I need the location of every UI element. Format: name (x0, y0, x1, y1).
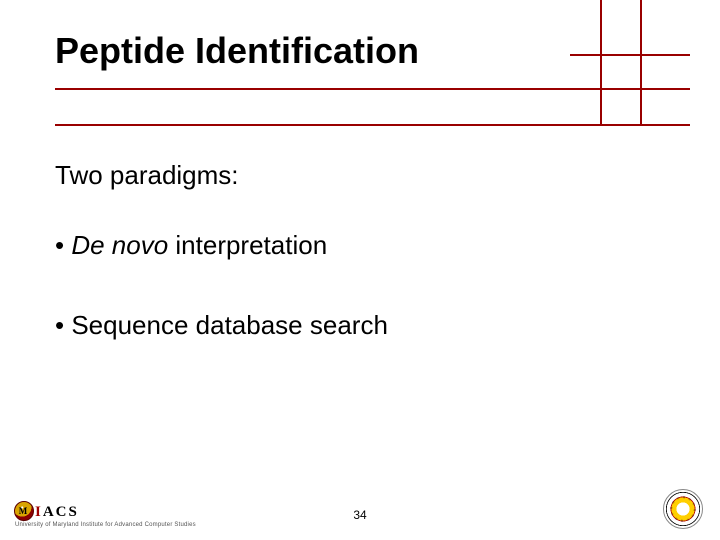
title-rule-bottom (55, 124, 690, 126)
bullet-2-prefix: • (55, 310, 71, 340)
decor-grid-vertical-1 (600, 0, 602, 124)
umiacs-logo: M IACS (14, 501, 79, 521)
intro-text: Two paradigms: (55, 160, 239, 191)
slide: Peptide Identification Two paradigms: • … (0, 0, 720, 540)
bullet-1-prefix: • (55, 230, 71, 260)
decor-grid-horizontal (570, 54, 690, 56)
title-rule-top (55, 88, 690, 90)
bullet-1-rest: interpretation (168, 230, 327, 260)
decor-grid-vertical-2 (640, 0, 642, 124)
umiacs-subtext: University of Maryland Institute for Adv… (15, 522, 196, 528)
page-number: 34 (353, 508, 366, 522)
bullet-2-rest: Sequence database search (71, 310, 388, 340)
footer-logo-left: M IACS University of Maryland Institute … (14, 501, 196, 528)
slide-title: Peptide Identification (55, 30, 419, 72)
bullet-1: • De novo interpretation (55, 230, 327, 261)
footer-logo-right (662, 488, 704, 530)
um-badge-icon: M (14, 501, 34, 521)
bullet-1-italic: De novo (71, 230, 168, 260)
umiacs-text: IACS (35, 504, 79, 521)
maryland-seal-icon (663, 489, 703, 529)
bullet-2: • Sequence database search (55, 310, 388, 341)
